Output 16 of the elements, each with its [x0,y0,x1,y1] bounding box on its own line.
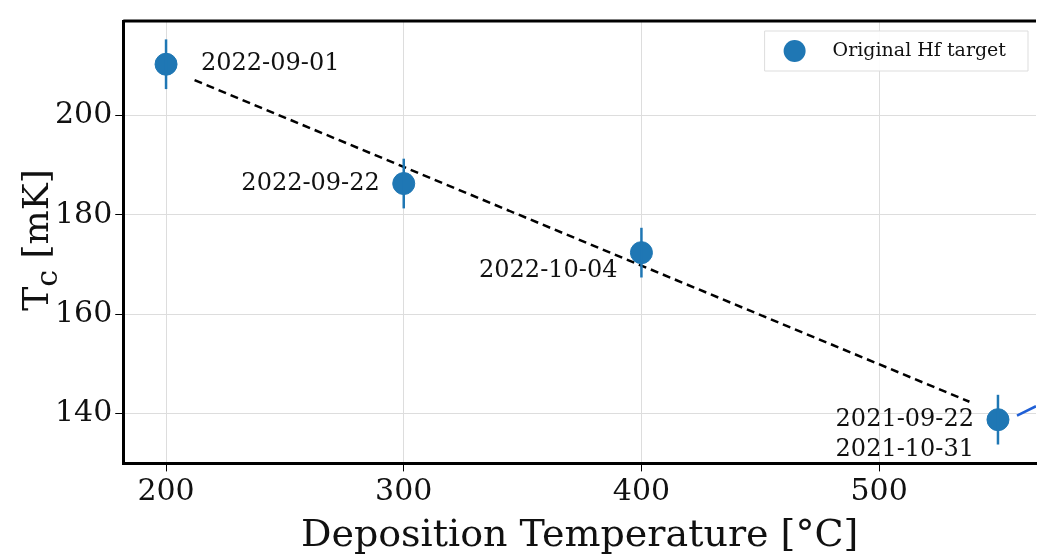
x-tick-label: 400 [612,472,671,508]
legend-label: Original Hf target [832,37,1007,60]
x-tick-label: 300 [375,472,433,508]
annotation: 2022-09-22 [241,167,380,196]
annotation: 2022-09-01 [201,48,340,77]
x-axis-title: Deposition Temperature [°C] [300,511,859,556]
point [986,408,1010,432]
y-tick-label: 180 [55,194,113,230]
x-tick-label: 500 [850,472,908,508]
annotation: 2021-10-31 [835,433,974,462]
annotation: 2022-10-04 [479,254,618,283]
point [154,52,178,76]
x-tick-label: 200 [137,472,195,508]
y-tick-label: 200 [55,95,113,131]
annotation: 2021-09-22 [835,403,974,432]
y-tick-label: 140 [55,393,113,429]
